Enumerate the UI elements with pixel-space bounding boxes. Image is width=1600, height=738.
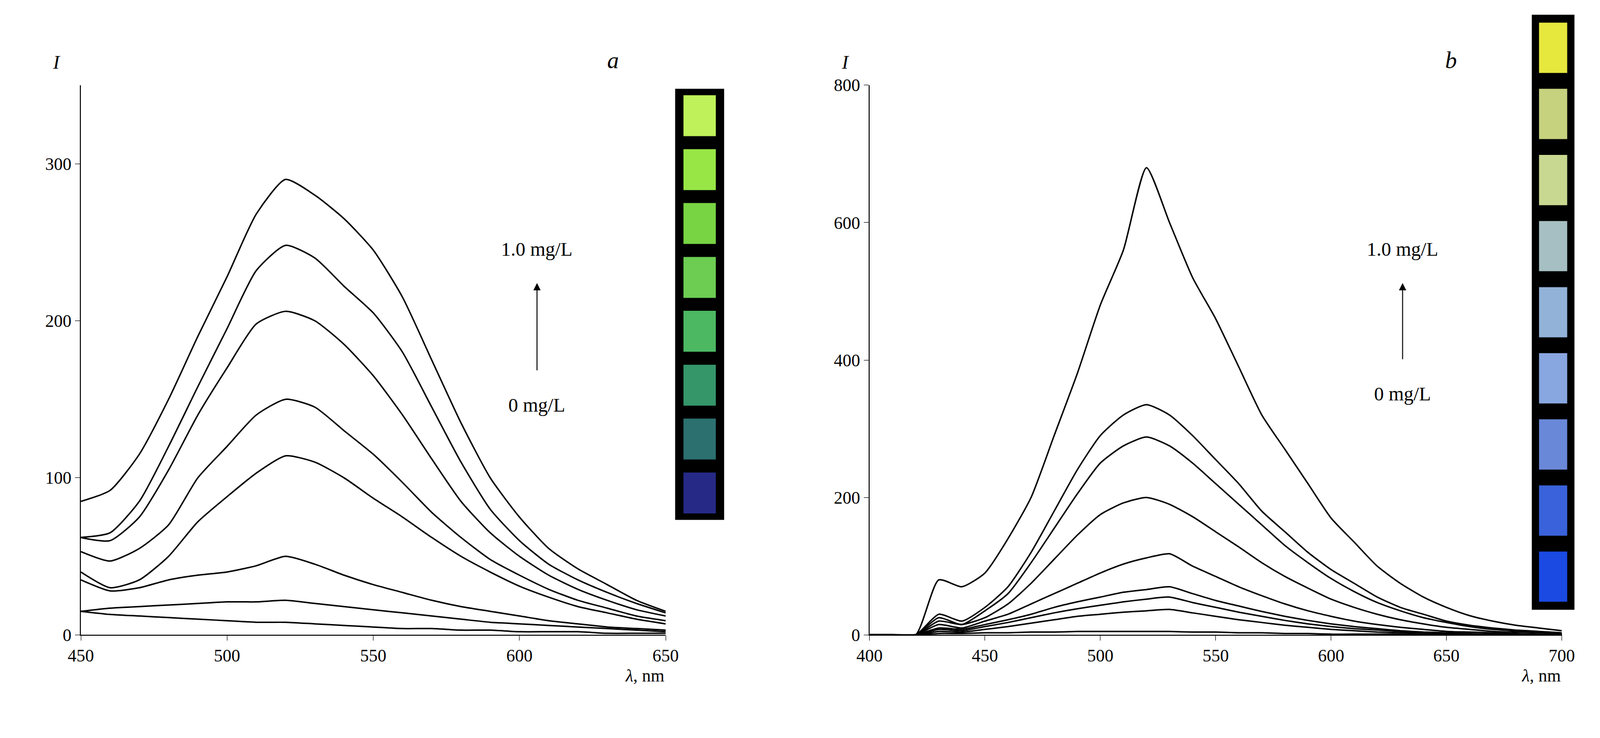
svg-text:200: 200 xyxy=(45,311,72,331)
svg-text:650: 650 xyxy=(1433,645,1460,666)
svg-text:200: 200 xyxy=(834,487,861,508)
svg-text:400: 400 xyxy=(834,350,861,371)
svg-text:b: b xyxy=(1445,47,1457,74)
svg-text:0 mg/L: 0 mg/L xyxy=(508,393,566,416)
svg-text:1.0 mg/L: 1.0 mg/L xyxy=(1366,238,1439,261)
svg-text:0: 0 xyxy=(851,625,861,645)
svg-text:I: I xyxy=(841,51,850,74)
svg-text:550: 550 xyxy=(360,645,387,666)
svg-text:550: 550 xyxy=(1202,645,1229,666)
svg-text:600: 600 xyxy=(834,213,861,233)
svg-text:650: 650 xyxy=(652,645,679,666)
svg-text:λ, nm: λ, nm xyxy=(1521,665,1562,686)
svg-text:500: 500 xyxy=(213,645,241,666)
svg-text:800: 800 xyxy=(834,75,861,95)
svg-text:100: 100 xyxy=(45,467,72,488)
svg-text:0: 0 xyxy=(62,625,72,645)
svg-text:600: 600 xyxy=(1318,645,1345,666)
svg-text:a: a xyxy=(607,47,619,74)
svg-text:I: I xyxy=(52,51,61,74)
svg-text:450: 450 xyxy=(67,645,94,666)
svg-text:λ, nm: λ, nm xyxy=(625,665,665,686)
svg-text:400: 400 xyxy=(856,645,883,666)
svg-text:0 mg/L: 0 mg/L xyxy=(1374,382,1432,405)
svg-text:700: 700 xyxy=(1548,645,1576,666)
svg-text:500: 500 xyxy=(1087,645,1114,666)
svg-text:450: 450 xyxy=(971,645,999,666)
svg-text:1.0 mg/L: 1.0 mg/L xyxy=(501,238,573,261)
svg-text:600: 600 xyxy=(506,645,533,666)
svg-text:300: 300 xyxy=(45,154,72,174)
